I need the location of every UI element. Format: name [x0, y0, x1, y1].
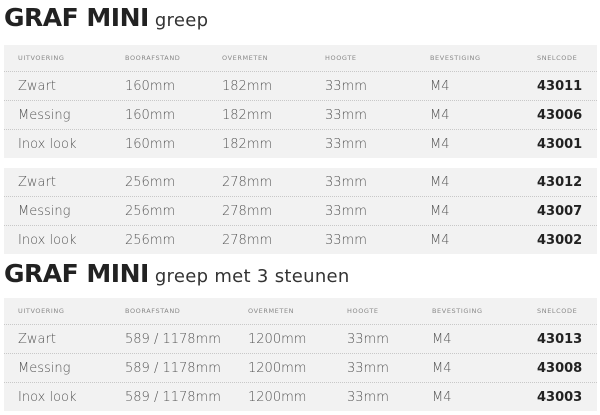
header-boorafstand: BOORAFSTAND	[125, 307, 181, 315]
table-row: Inox look 160mm 182mm 33mm M4 43001	[4, 130, 597, 159]
cell-snelcode: 43007	[537, 203, 583, 219]
cell-uitvoering: Inox look	[18, 137, 77, 152]
cell-bevestiging: M4	[432, 331, 452, 347]
cell-boorafstand: 256mm	[125, 174, 176, 190]
spec-table: Zwart 256mm 278mm 33mm M4 43012 Messing 256mm 27…	[4, 168, 597, 254]
table-row: Zwart 160mm 182mm 33mm M4 43011	[4, 72, 597, 101]
table-row: Messing 160mm 182mm 33mm M4 43006	[4, 101, 597, 130]
table-header: UITVOERING BOORAFSTAND OVERMETEN HOOGTE BEVE…	[4, 45, 597, 72]
cell-boorafstand: 589 / 1178mm	[125, 331, 221, 347]
header-hoogte: HOOGTE	[347, 307, 379, 315]
header-snelcode: SNELCODE	[537, 54, 578, 62]
cell-bevestiging: M4	[430, 107, 450, 123]
cell-boorafstand: 160mm	[125, 107, 176, 123]
header-overmeten: OVERMETEN	[248, 307, 295, 315]
cell-snelcode: 43002	[537, 233, 583, 248]
cell-overmeten: 278mm	[222, 203, 273, 219]
cell-hoogte: 33mm	[325, 233, 367, 248]
header-boorafstand: BOORAFSTAND	[125, 54, 181, 62]
cell-uitvoering: Messing	[18, 107, 71, 123]
table-row: Messing 256mm 278mm 33mm M4 43007	[4, 197, 597, 226]
spec-table: UITVOERING BOORAFSTAND OVERMETEN HOOGTE BEVE…	[4, 298, 597, 411]
cell-hoogte: 33mm	[325, 107, 367, 123]
title-sub: greep	[154, 10, 209, 31]
cell-boorafstand: 589 / 1178mm	[125, 360, 221, 376]
cell-uitvoering: Zwart	[18, 78, 56, 94]
cell-overmeten: 278mm	[222, 174, 273, 190]
cell-hoogte: 33mm	[347, 360, 389, 376]
cell-bevestiging: M4	[430, 233, 450, 248]
cell-boorafstand: 160mm	[125, 78, 176, 94]
title-sub: greep met 3 steunen	[154, 266, 350, 287]
cell-bevestiging: M4	[432, 360, 452, 376]
cell-boorafstand: 160mm	[125, 137, 176, 152]
cell-uitvoering: Inox look	[18, 390, 77, 405]
cell-bevestiging: M4	[430, 78, 450, 94]
cell-hoogte: 33mm	[325, 174, 367, 190]
cell-uitvoering: Zwart	[18, 331, 56, 347]
cell-snelcode: 43006	[537, 107, 583, 123]
cell-bevestiging: M4	[430, 203, 450, 219]
cell-overmeten: 1200mm	[248, 360, 307, 376]
table-row: Zwart 589 / 1178mm 1200mm 33mm M4 43013	[4, 325, 597, 354]
cell-bevestiging: M4	[430, 137, 450, 152]
cell-snelcode: 43012	[537, 174, 583, 190]
cell-bevestiging: M4	[432, 390, 452, 405]
table-row: Messing 589 / 1178mm 1200mm 33mm M4 43008	[4, 354, 597, 383]
cell-hoogte: 33mm	[347, 390, 389, 405]
cell-boorafstand: 589 / 1178mm	[125, 390, 221, 405]
section-title: GRAF MINI greep met 3 steunen	[4, 259, 350, 288]
header-snelcode: SNELCODE	[537, 307, 578, 315]
cell-hoogte: 33mm	[325, 203, 367, 219]
header-bevestiging: BEVESTIGING	[430, 54, 481, 62]
cell-overmeten: 278mm	[222, 233, 273, 248]
cell-hoogte: 33mm	[325, 78, 367, 94]
cell-boorafstand: 256mm	[125, 203, 176, 219]
cell-snelcode: 43011	[537, 78, 583, 94]
table-row: Inox look 256mm 278mm 33mm M4 43002	[4, 226, 597, 255]
cell-overmeten: 182mm	[222, 137, 273, 152]
cell-hoogte: 33mm	[325, 137, 367, 152]
cell-snelcode: 43003	[537, 390, 583, 405]
header-hoogte: HOOGTE	[325, 54, 357, 62]
cell-overmeten: 182mm	[222, 78, 273, 94]
table-row: Zwart 256mm 278mm 33mm M4 43012	[4, 168, 597, 197]
cell-uitvoering: Messing	[18, 360, 71, 376]
cell-snelcode: 43008	[537, 360, 583, 376]
cell-uitvoering: Inox look	[18, 233, 77, 248]
header-uitvoering: UITVOERING	[18, 307, 65, 315]
cell-overmeten: 182mm	[222, 107, 273, 123]
cell-overmeten: 1200mm	[248, 390, 307, 405]
cell-snelcode: 43001	[537, 137, 583, 152]
cell-snelcode: 43013	[537, 331, 583, 347]
cell-overmeten: 1200mm	[248, 331, 307, 347]
spec-table: UITVOERING BOORAFSTAND OVERMETEN HOOGTE BEVE…	[4, 45, 597, 158]
cell-boorafstand: 256mm	[125, 233, 176, 248]
cell-bevestiging: M4	[430, 174, 450, 190]
table-header: UITVOERING BOORAFSTAND OVERMETEN HOOGTE BEVE…	[4, 298, 597, 325]
title-bold: GRAF MINI	[4, 259, 149, 288]
cell-uitvoering: Zwart	[18, 174, 56, 190]
table-row: Inox look 589 / 1178mm 1200mm 33mm M4 43003	[4, 383, 597, 412]
header-overmeten: OVERMETEN	[222, 54, 269, 62]
section-title: GRAF MINI greep	[4, 3, 208, 32]
header-uitvoering: UITVOERING	[18, 54, 65, 62]
header-bevestiging: BEVESTIGING	[432, 307, 483, 315]
title-bold: GRAF MINI	[4, 3, 149, 32]
cell-uitvoering: Messing	[18, 203, 71, 219]
cell-hoogte: 33mm	[347, 331, 389, 347]
